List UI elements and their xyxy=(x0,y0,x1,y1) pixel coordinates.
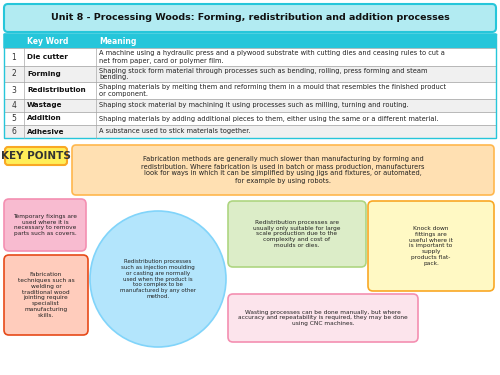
Text: A substance used to stick materials together.: A substance used to stick materials toge… xyxy=(99,129,250,135)
Text: Redistribution processes
such as injection moulding
or casting are normally
used: Redistribution processes such as injecti… xyxy=(120,259,196,299)
Text: Unit 8 - Processing Woods: Forming, redistribution and addition processes: Unit 8 - Processing Woods: Forming, redi… xyxy=(50,13,450,22)
Text: 3: 3 xyxy=(12,86,16,95)
Text: Forming: Forming xyxy=(27,71,61,77)
Text: Wasting processes can be done manually, but where
accuracy and repeatability is : Wasting processes can be done manually, … xyxy=(238,310,408,326)
Text: Shaping materials by adding additional pieces to them, either using the same or : Shaping materials by adding additional p… xyxy=(99,116,438,122)
Text: Knock down
fittings are
useful where it
is important to
supply
products flat-
pa: Knock down fittings are useful where it … xyxy=(409,226,453,266)
FancyBboxPatch shape xyxy=(4,4,496,32)
Text: Die cutter: Die cutter xyxy=(27,54,68,60)
Text: Meaning: Meaning xyxy=(99,36,136,45)
Text: 2: 2 xyxy=(12,69,16,78)
Text: Temporary fixings are
used where it is
necessary to remove
parts such as covers.: Temporary fixings are used where it is n… xyxy=(13,214,77,236)
Text: A machine using a hydraulic press and a plywood substrate with cutting dies and : A machine using a hydraulic press and a … xyxy=(99,51,445,63)
Text: Redistribution processes are
usually only suitable for large
scale production du: Redistribution processes are usually onl… xyxy=(254,220,341,248)
FancyBboxPatch shape xyxy=(4,48,496,66)
FancyBboxPatch shape xyxy=(4,125,496,138)
FancyBboxPatch shape xyxy=(4,112,496,125)
FancyBboxPatch shape xyxy=(72,145,494,195)
FancyBboxPatch shape xyxy=(5,147,67,165)
Text: Fabrication
techniques such as
welding or
traditional wood
jointing require
spec: Fabrication techniques such as welding o… xyxy=(18,272,74,318)
Text: 5: 5 xyxy=(12,114,16,123)
FancyBboxPatch shape xyxy=(228,201,366,267)
FancyBboxPatch shape xyxy=(4,99,496,112)
FancyBboxPatch shape xyxy=(228,294,418,342)
Text: Shaping materials by melting them and reforming them in a mould that resembles t: Shaping materials by melting them and re… xyxy=(99,84,446,97)
Text: 1: 1 xyxy=(12,53,16,62)
Text: Wastage: Wastage xyxy=(27,102,63,108)
Text: 4: 4 xyxy=(12,101,16,110)
Text: Shaping stock material by machining it using processes such as milling, turning : Shaping stock material by machining it u… xyxy=(99,102,409,108)
Text: Adhesive: Adhesive xyxy=(27,129,64,135)
FancyBboxPatch shape xyxy=(4,34,496,48)
FancyBboxPatch shape xyxy=(4,66,496,82)
Ellipse shape xyxy=(90,211,226,347)
Text: KEY POINTS: KEY POINTS xyxy=(1,151,71,161)
FancyBboxPatch shape xyxy=(4,82,496,99)
Text: Key Word: Key Word xyxy=(27,36,68,45)
Text: 6: 6 xyxy=(12,127,16,136)
FancyBboxPatch shape xyxy=(4,255,88,335)
Text: Redistribution: Redistribution xyxy=(27,87,86,93)
Text: Shaping stock form material through processes such as bending, rolling, press fo: Shaping stock form material through proc… xyxy=(99,68,428,81)
FancyBboxPatch shape xyxy=(368,201,494,291)
Text: Addition: Addition xyxy=(27,116,62,122)
Text: Fabrication methods are generally much slower than manufacturing by forming and
: Fabrication methods are generally much s… xyxy=(142,156,425,183)
FancyBboxPatch shape xyxy=(4,199,86,251)
